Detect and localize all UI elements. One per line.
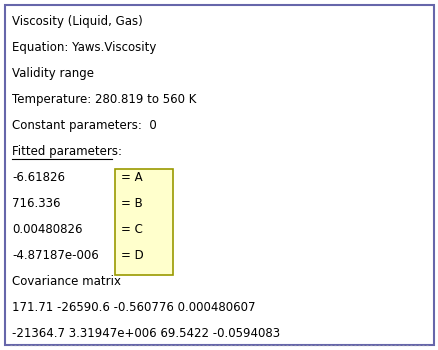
- Text: 171.71 -26590.6 -0.560776 0.000480607: 171.71 -26590.6 -0.560776 0.000480607: [12, 301, 255, 314]
- Text: -6.61826: -6.61826: [12, 171, 65, 184]
- Text: = B: = B: [121, 197, 142, 210]
- Text: = C: = C: [121, 223, 142, 236]
- Text: Covariance matrix: Covariance matrix: [12, 275, 121, 288]
- Text: -4.87187e-006: -4.87187e-006: [12, 249, 99, 262]
- Text: = D: = D: [121, 249, 143, 262]
- Text: Constant parameters:  0: Constant parameters: 0: [12, 119, 156, 132]
- Bar: [115, 169, 173, 275]
- Text: Viscosity (Liquid, Gas): Viscosity (Liquid, Gas): [12, 15, 142, 28]
- Text: 716.336: 716.336: [12, 197, 60, 210]
- Text: 0.00480826: 0.00480826: [12, 223, 82, 236]
- Text: Validity range: Validity range: [12, 67, 94, 80]
- Text: Fitted parameters:: Fitted parameters:: [12, 145, 122, 158]
- Text: = A: = A: [121, 171, 142, 184]
- Text: Temperature: 280.819 to 560 K: Temperature: 280.819 to 560 K: [12, 93, 196, 106]
- Text: Equation: Yaws.Viscosity: Equation: Yaws.Viscosity: [12, 41, 156, 54]
- Text: -21364.7 3.31947e+006 69.5422 -0.0594083: -21364.7 3.31947e+006 69.5422 -0.0594083: [12, 327, 279, 340]
